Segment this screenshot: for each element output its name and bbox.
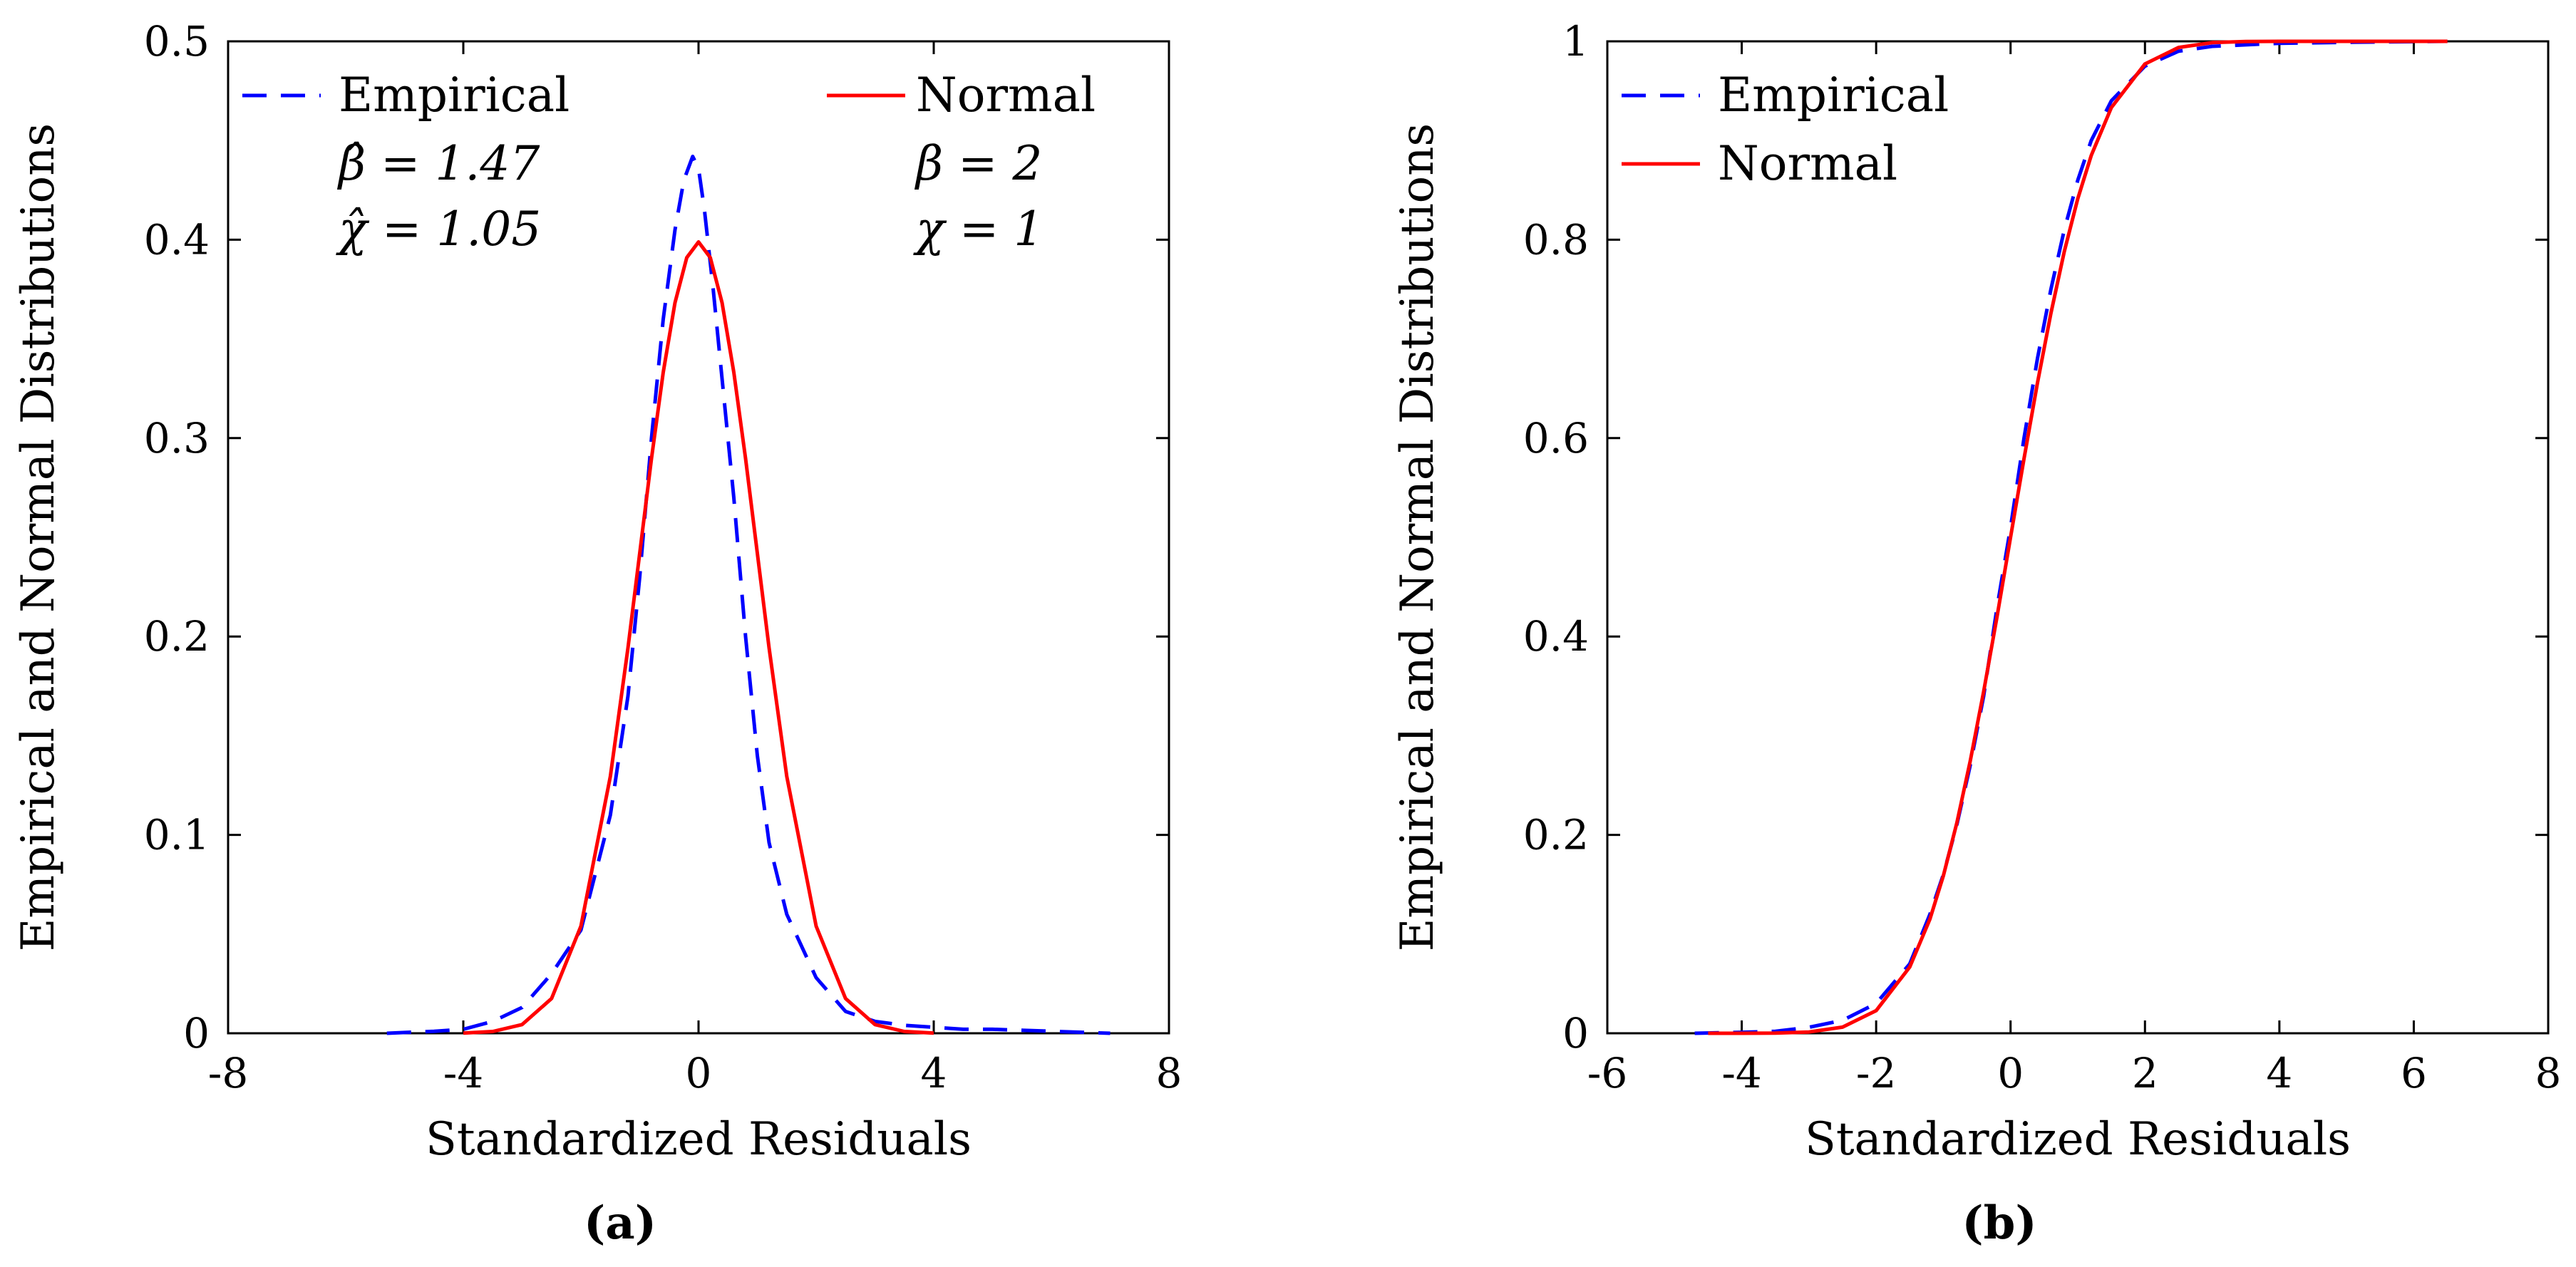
y-axis-label: Empirical and Normal Distributions [12, 123, 65, 952]
series-line-empirical [386, 155, 1111, 1035]
legend-label-empirical: Empirical [339, 68, 570, 123]
legend-label-normal: Normal [916, 68, 1096, 123]
legend-param: χ = 1 [913, 202, 1044, 257]
x-tick-label: 0 [1997, 1049, 2024, 1097]
y-tick-label: 0.3 [144, 414, 210, 462]
x-tick-label: 2 [2132, 1049, 2158, 1097]
x-axis-label: Standardized Residuals [1805, 1113, 2351, 1166]
y-tick-label: 0.4 [144, 215, 210, 264]
x-tick-label: -8 [208, 1049, 249, 1097]
y-tick-label: 0.1 [144, 811, 210, 859]
x-tick-label: 4 [921, 1049, 947, 1097]
x-tick-label: -4 [443, 1049, 484, 1097]
legend-param: β = 2 [914, 136, 1042, 191]
legend-label-empirical: Empirical [1718, 68, 1949, 123]
x-tick-label: 0 [686, 1049, 712, 1097]
y-tick-label: 1 [1562, 17, 1589, 66]
y-tick-label: 0.8 [1523, 215, 1589, 264]
series-line-normal [1708, 39, 2448, 1035]
x-tick-label: 8 [1156, 1049, 1183, 1097]
chart-panel-b: -6 -4 -2 0 2 4 6 8 0 0.2 0.4 0.6 0.8 1 Standardized Re… [1391, 17, 2561, 1250]
y-tick-label: 0.6 [1523, 414, 1589, 462]
y-tick-label: 0.2 [1523, 811, 1589, 859]
x-tick-label: -6 [1587, 1049, 1628, 1097]
x-tick-label: 8 [2535, 1049, 2562, 1097]
y-tick-label: 0 [1562, 1009, 1589, 1057]
chart-panel-a: -8 -4 0 4 8 0 0.1 0.2 0.3 0.4 0.5 Standardized Resi… [12, 17, 1182, 1250]
x-tick-label: -2 [1856, 1049, 1897, 1097]
legend-param: β̂ = 1.47 [336, 136, 540, 191]
x-tick-label: -4 [1721, 1049, 1762, 1097]
y-tick-label: 0.5 [144, 17, 210, 66]
series-line-empirical [1694, 39, 2448, 1035]
legend-param: χ̂ = 1.05 [336, 202, 541, 257]
y-axis-label: Empirical and Normal Distributions [1391, 123, 1444, 952]
series-line-normal [463, 240, 934, 1035]
y-tick-label: 0.4 [1523, 612, 1589, 661]
x-tick-label: 4 [2266, 1049, 2292, 1097]
x-axis-label: Standardized Residuals [426, 1113, 972, 1166]
legend-label-normal: Normal [1718, 136, 1897, 191]
plot-frame [1606, 40, 2550, 1035]
y-tick-label: 0.2 [144, 612, 210, 661]
x-tick-label: 6 [2401, 1049, 2427, 1097]
panel-caption: (b) [1962, 1196, 2036, 1250]
y-tick-label: 0 [183, 1009, 210, 1057]
panel-caption: (a) [584, 1196, 656, 1250]
